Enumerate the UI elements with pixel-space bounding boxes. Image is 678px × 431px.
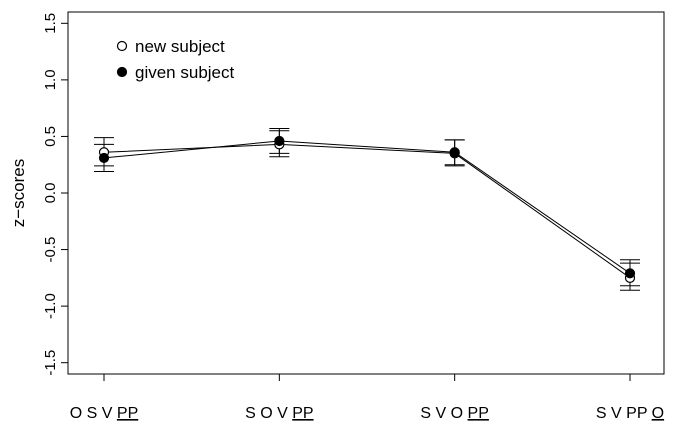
x-tick-label-part: PP bbox=[292, 405, 313, 422]
y-tick-label: -1.5 bbox=[42, 350, 59, 376]
y-tick-label: -0.5 bbox=[42, 237, 59, 263]
y-tick-label: 1.0 bbox=[42, 69, 59, 90]
y-axis-title: z−scores bbox=[9, 159, 28, 228]
data-point bbox=[449, 147, 460, 158]
x-tick-label-part: S O V bbox=[245, 405, 292, 422]
series-new-subject bbox=[94, 130, 640, 291]
data-point bbox=[624, 268, 636, 279]
x-tick-label-part: PP bbox=[117, 405, 138, 422]
legend-marker bbox=[116, 66, 128, 78]
y-tick-label: 0.5 bbox=[42, 126, 59, 147]
series-line bbox=[103, 143, 631, 279]
x-tick-label: S V O PP bbox=[420, 405, 488, 422]
x-tick-label-part: PP bbox=[468, 405, 489, 422]
legend-label: new subject bbox=[135, 37, 225, 56]
legend: new subject given subject bbox=[116, 37, 235, 82]
y-axis: 1.5 1.0 0.5 0.0 -0.5 -1.0 -1.5 bbox=[42, 13, 68, 376]
data-point bbox=[274, 135, 285, 147]
markers-new-subject bbox=[98, 139, 636, 283]
y-tick-label: -1.0 bbox=[42, 293, 59, 319]
legend-label: given subject bbox=[135, 63, 235, 82]
x-tick-label-part: O bbox=[652, 405, 664, 422]
x-tick-label-part: S V O bbox=[420, 405, 467, 422]
x-tick-label-part: O S V bbox=[70, 405, 117, 422]
x-tick-label-part: S V PP bbox=[596, 405, 652, 422]
legend-marker bbox=[116, 40, 128, 52]
data-point bbox=[98, 152, 110, 164]
x-tick-label: S V PP O bbox=[596, 405, 664, 422]
y-tick-label: 1.5 bbox=[42, 13, 59, 34]
series-layer bbox=[94, 128, 640, 291]
series-line bbox=[103, 140, 631, 274]
x-axis: O S V PP S O V PP S V O PP S V PP O bbox=[70, 374, 664, 422]
markers-given-subject bbox=[98, 135, 636, 279]
x-tick-label: S O V PP bbox=[245, 405, 313, 422]
y-tick-label: 0.0 bbox=[42, 183, 59, 204]
x-tick-label: O S V PP bbox=[70, 405, 138, 422]
series-given-subject bbox=[94, 128, 640, 287]
